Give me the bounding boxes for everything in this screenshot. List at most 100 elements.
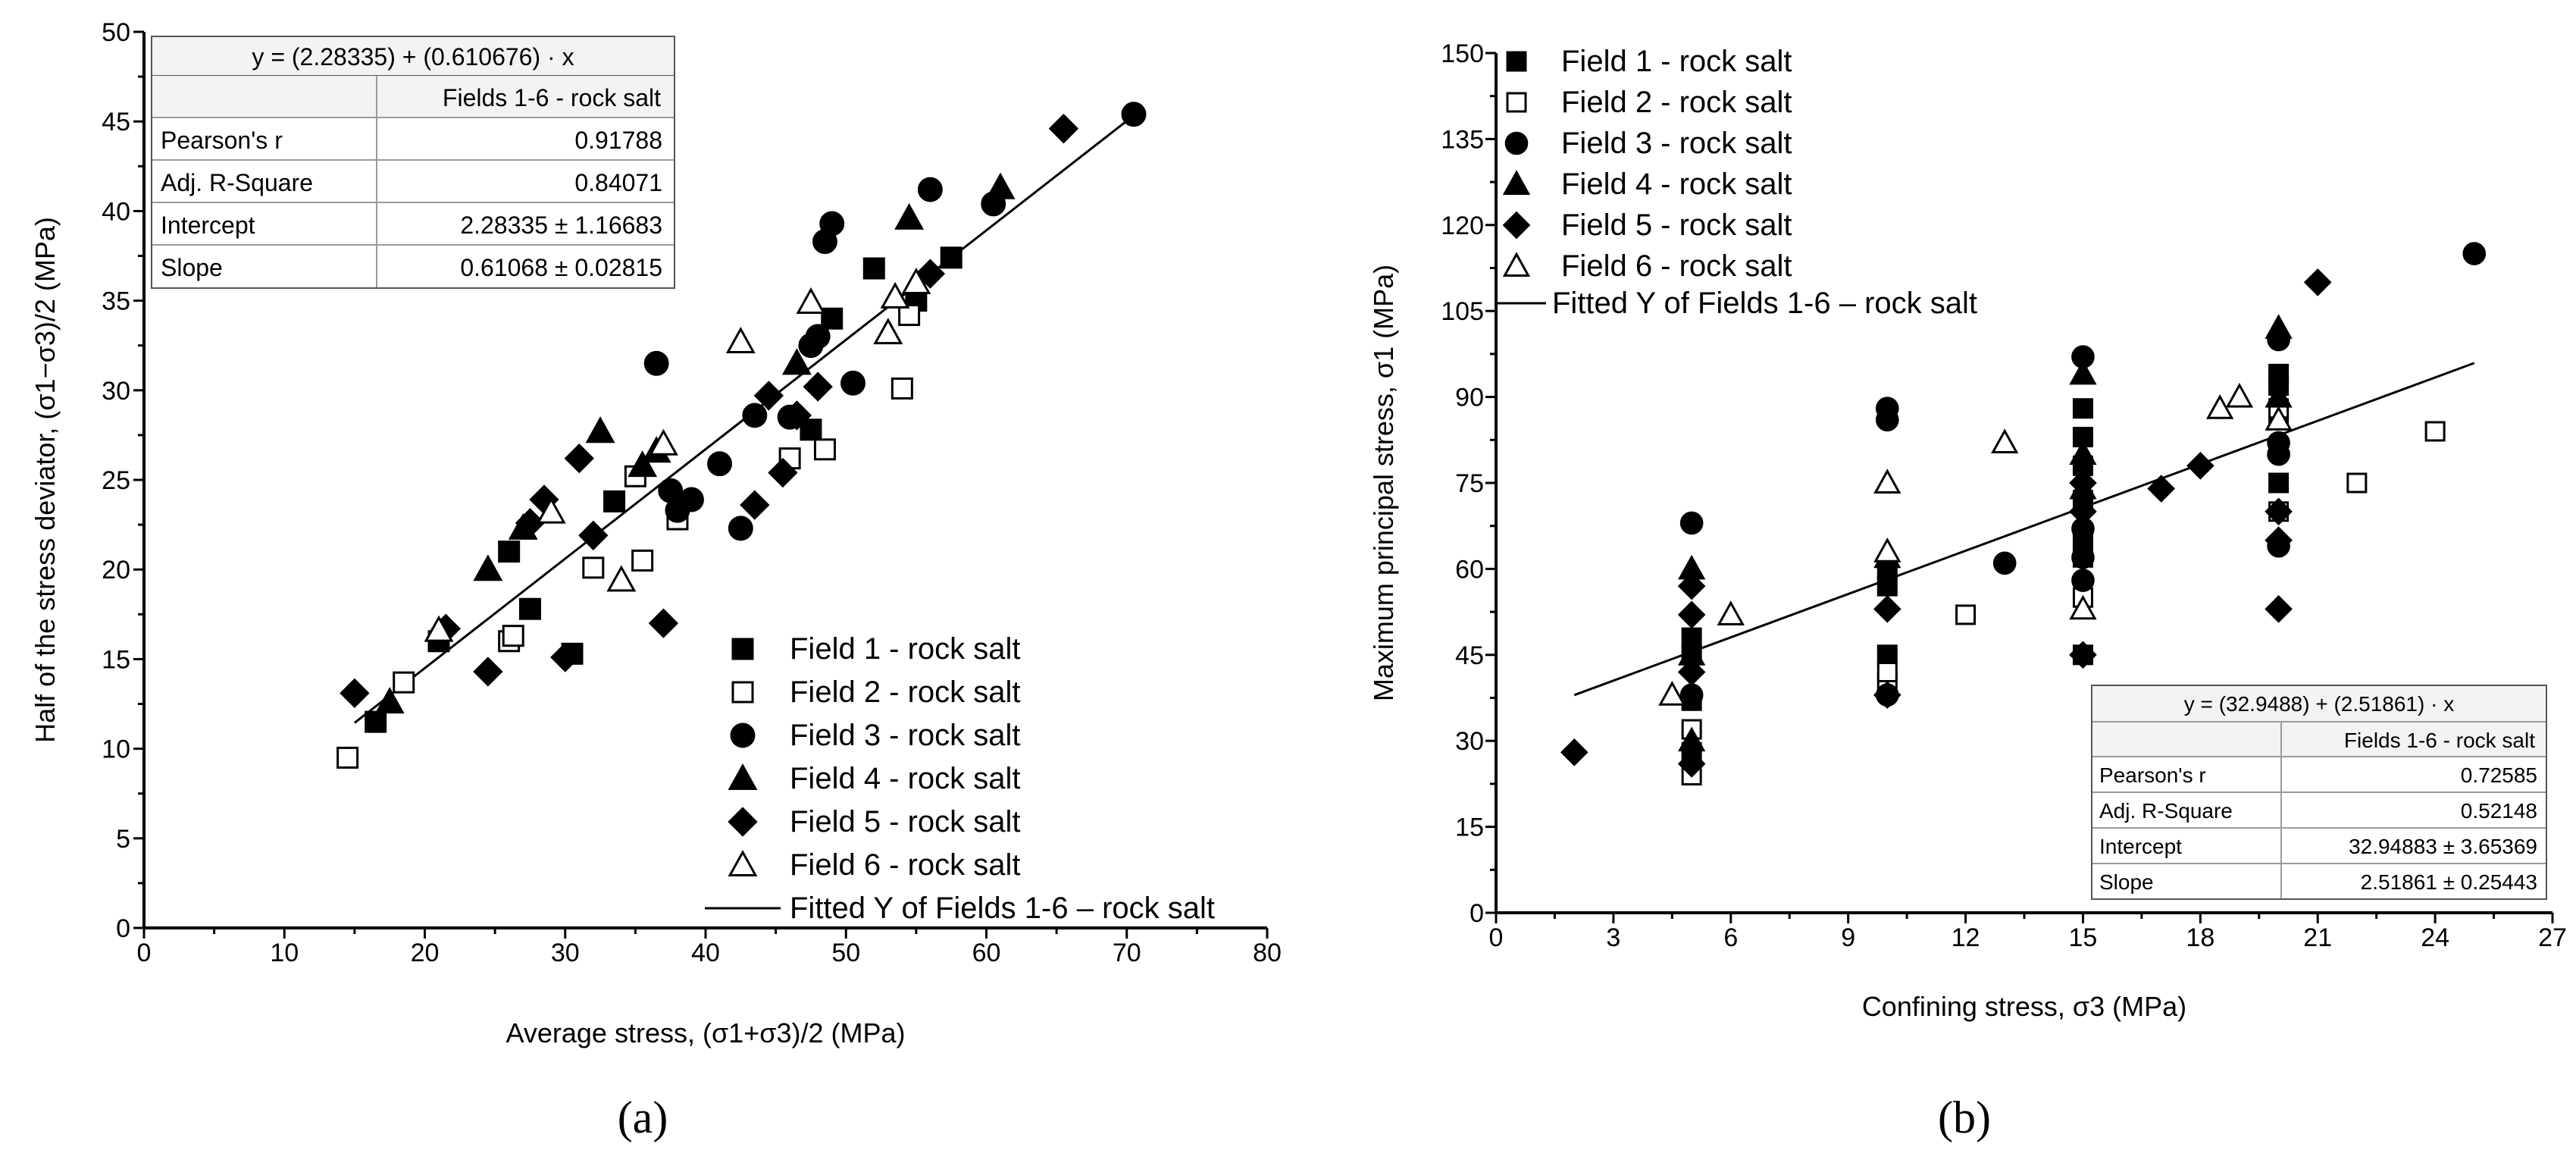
- data-point: [2346, 472, 2368, 494]
- data-point: [606, 565, 637, 592]
- data-point: [518, 597, 541, 620]
- data-point: [1717, 600, 1745, 625]
- chart-a-legend-label: Field 5 - rock salt: [790, 805, 1021, 838]
- x-tick-label: 21: [2303, 923, 2332, 952]
- data-point: [2186, 451, 2214, 480]
- data-point: [819, 211, 845, 237]
- data-point: [1048, 113, 1079, 144]
- chart-a-legend-fit-label: Fitted Y of Fields 1-6 – rock salt: [790, 892, 1215, 925]
- data-point: [365, 710, 387, 733]
- data-point: [1873, 469, 1901, 494]
- data-point: [2265, 594, 2293, 623]
- legend-marker: [1502, 252, 1531, 277]
- y-tick-label: 15: [102, 645, 130, 674]
- legend-marker: [730, 722, 756, 748]
- data-point: [2069, 359, 2097, 385]
- chart-b-legend-fit-label: Fitted Y of Fields 1-6 – rock salt: [1552, 287, 1977, 320]
- data-point: [2265, 406, 2293, 431]
- chart-a-legend-label: Field 6 - rock salt: [790, 848, 1021, 882]
- data-point: [742, 403, 768, 428]
- legend-marker: [1502, 211, 1531, 240]
- data-point: [1677, 658, 1706, 686]
- y-tick-label: 150: [1441, 39, 1484, 68]
- chart-a-x-axis-title: Average stress, (σ1+σ3)/2 (MPa): [506, 1017, 906, 1048]
- data-point: [1677, 572, 1706, 600]
- y-tick-label: 30: [102, 377, 130, 406]
- y-tick-label: 135: [1441, 125, 1484, 154]
- y-tick-label: 0: [116, 914, 130, 943]
- data-point: [1876, 661, 1898, 682]
- data-point: [498, 541, 521, 563]
- data-point: [707, 451, 732, 477]
- chart-a-legend: Field 1 - rock salt Field 2 - rock salt …: [705, 632, 1215, 925]
- chart-a-stats-label-intercept: Intercept: [161, 212, 255, 239]
- legend-marker: [731, 638, 754, 660]
- data-point: [2265, 497, 2293, 526]
- chart-b-points: [1560, 242, 2487, 786]
- chart-b-legend-label: Field 2 - rock salt: [1561, 86, 1792, 119]
- data-point: [2147, 475, 2176, 503]
- data-point: [643, 350, 669, 376]
- x-tick-label: 15: [2069, 923, 2098, 952]
- data-point: [915, 259, 946, 289]
- data-point: [2303, 268, 2332, 296]
- chart-b-stats-label-adj-r2: Adj. R-Square: [2099, 799, 2233, 823]
- data-point: [536, 497, 566, 524]
- data-point: [628, 450, 658, 478]
- chart-a-legend-label: Field 4 - rock salt: [790, 762, 1021, 795]
- y-tick-label: 20: [102, 556, 130, 585]
- chart-a-stats-value-adj-r2: 0.84071: [574, 169, 662, 196]
- data-point: [2424, 421, 2446, 442]
- data-point: [603, 490, 626, 512]
- data-point: [648, 428, 678, 456]
- chart-a-ticks: 0 10 20 30 40 50 60 70 80 0 5 10 15 20 25 30 35 40 45 50: [102, 18, 1282, 967]
- chart-b-stats-value-slope: 2.51861 ± 0.25443: [2361, 870, 2537, 894]
- data-point: [2072, 398, 2093, 419]
- x-tick-label: 10: [270, 939, 299, 967]
- data-point: [502, 625, 524, 647]
- data-point: [800, 418, 822, 441]
- legend-marker: [1506, 92, 1527, 113]
- data-point: [728, 516, 753, 541]
- data-point: [1875, 397, 1899, 421]
- y-tick-label: 25: [102, 466, 130, 495]
- y-tick-label: 120: [1441, 212, 1484, 240]
- data-point: [840, 370, 865, 396]
- data-point: [515, 508, 546, 538]
- chart-b-legend-label: Field 1 - rock salt: [1561, 45, 1792, 78]
- data-point: [2069, 594, 2097, 620]
- chart-b-panel-label: (b): [1938, 1092, 1991, 1142]
- data-point: [796, 287, 826, 314]
- chart-a-stats-value-slope: 0.61068 ± 0.02815: [460, 254, 662, 281]
- legend-marker: [728, 850, 758, 877]
- data-point: [1679, 683, 1704, 707]
- legend-marker: [1504, 131, 1529, 155]
- x-tick-label: 70: [1113, 939, 1141, 967]
- data-point: [985, 172, 1016, 199]
- data-point: [753, 381, 784, 411]
- x-tick-label: 30: [551, 939, 580, 967]
- x-tick-label: 9: [1841, 923, 1855, 952]
- x-tick-label: 0: [137, 939, 152, 967]
- data-point: [2265, 314, 2293, 339]
- chart-a-stats-table: y = (2.28335) + (0.610676) · x Fields 1-…: [151, 36, 675, 289]
- x-tick-label: 24: [2421, 923, 2449, 952]
- data-point: [2069, 641, 2097, 669]
- y-tick-label: 105: [1441, 297, 1484, 326]
- chart-a-panel-label: (a): [618, 1092, 668, 1142]
- chart-b-stats-table: y = (32.9488) + (2.51861) · x Fields 1-6…: [2091, 685, 2547, 900]
- data-point: [550, 642, 581, 672]
- chart-b: 0 3 6 9 12 15 18 21 24 27 0 15 30 45 60 75 90 105 120 135 15…: [1368, 39, 2567, 1142]
- chart-b-x-axis-title: Confining stress, σ3 (MPa): [1862, 991, 2186, 1022]
- x-tick-label: 40: [691, 939, 720, 967]
- chart-b-legend-label: Field 5 - rock salt: [1561, 208, 1792, 242]
- data-point: [631, 549, 654, 572]
- y-tick-label: 5: [116, 825, 130, 854]
- data-point: [805, 324, 831, 349]
- chart-a-stats-label-pearson: Pearson's r: [161, 127, 283, 154]
- chart-b-legend-label: Field 4 - rock salt: [1561, 168, 1792, 201]
- legend-marker: [731, 681, 754, 704]
- data-point: [374, 687, 405, 714]
- chart-a-legend-markers: [728, 638, 758, 877]
